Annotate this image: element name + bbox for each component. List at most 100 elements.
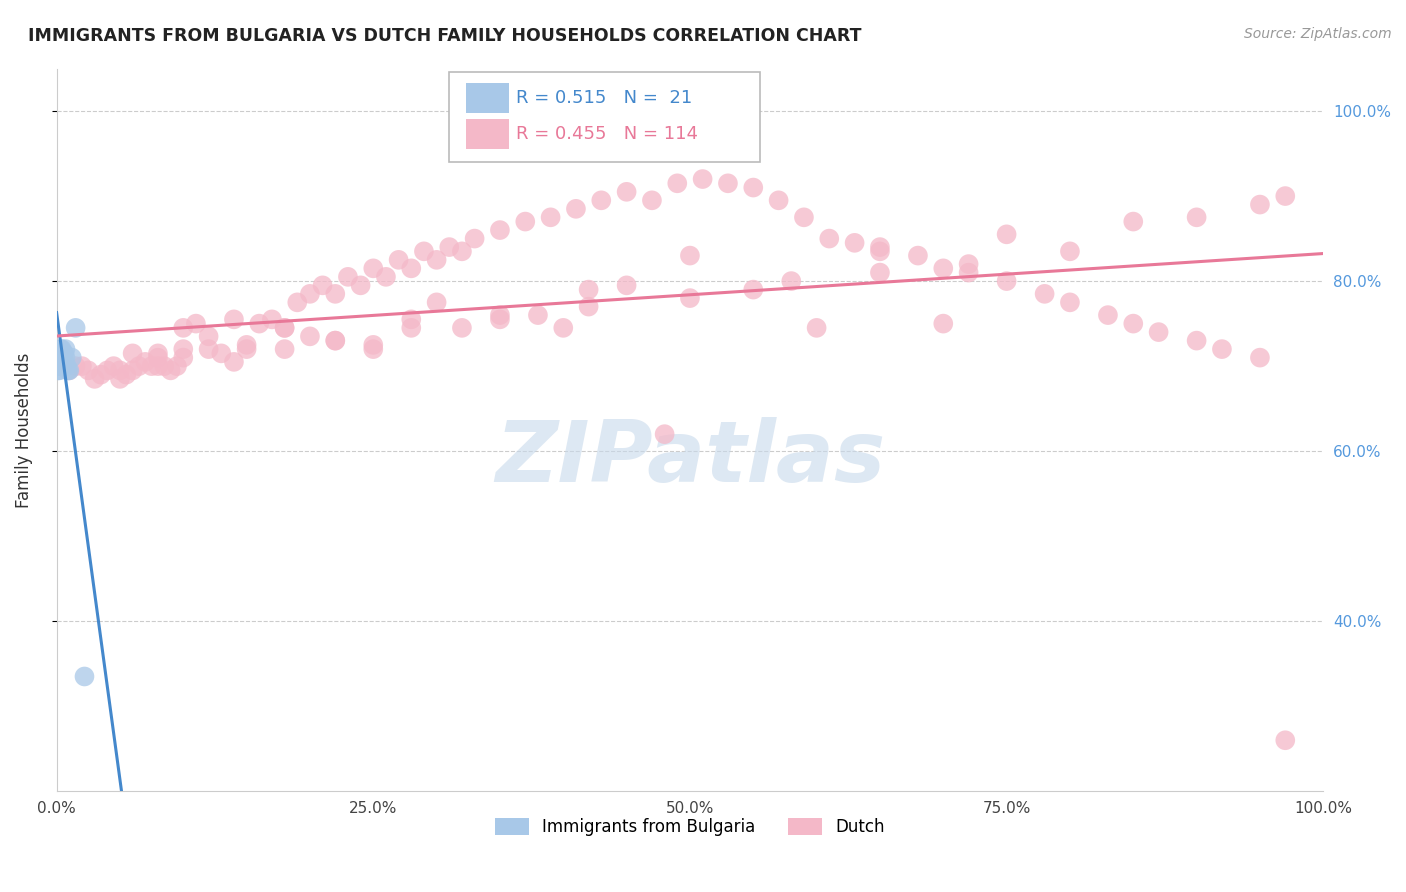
- Point: [51, 351, 73, 365]
- Point: [1211, 342, 1233, 356]
- Point: [146, 359, 169, 373]
- Point: [166, 359, 188, 373]
- Point: [53, 346, 76, 360]
- Point: [578, 300, 600, 314]
- Point: [65, 359, 87, 373]
- Text: Source: ZipAtlas.com: Source: ZipAtlas.com: [1244, 27, 1392, 41]
- Point: [115, 368, 138, 382]
- Point: [1097, 308, 1119, 322]
- Point: [1033, 286, 1056, 301]
- Point: [153, 359, 176, 373]
- Point: [957, 257, 980, 271]
- Point: [285, 295, 308, 310]
- Point: [52, 351, 75, 365]
- Point: [58, 363, 80, 377]
- Point: [159, 363, 181, 377]
- Point: [56, 363, 79, 377]
- Point: [401, 312, 423, 326]
- Point: [426, 252, 449, 267]
- Point: [553, 321, 575, 335]
- Point: [197, 342, 219, 356]
- Point: [1274, 733, 1296, 747]
- Text: R = 0.515   N =  21: R = 0.515 N = 21: [516, 89, 693, 107]
- Point: [222, 355, 245, 369]
- Point: [108, 372, 131, 386]
- Point: [52, 359, 75, 373]
- Point: [1059, 295, 1081, 310]
- Point: [1122, 214, 1144, 228]
- Text: IMMIGRANTS FROM BULGARIA VS DUTCH FAMILY HOUSEHOLDS CORRELATION CHART: IMMIGRANTS FROM BULGARIA VS DUTCH FAMILY…: [28, 27, 862, 45]
- Point: [1147, 325, 1170, 339]
- Point: [96, 363, 118, 377]
- Point: [995, 274, 1018, 288]
- Point: [55, 359, 77, 373]
- Point: [55, 342, 77, 356]
- Point: [273, 321, 295, 335]
- Point: [1185, 334, 1208, 348]
- Point: [65, 321, 87, 335]
- Point: [48, 351, 70, 365]
- Point: [49, 342, 72, 356]
- Point: [742, 283, 765, 297]
- Point: [323, 334, 346, 348]
- Point: [844, 235, 866, 250]
- Point: [172, 342, 194, 356]
- Point: [197, 329, 219, 343]
- Point: [361, 342, 384, 356]
- Text: ZIPatlas: ZIPatlas: [495, 417, 884, 500]
- Text: R = 0.455   N = 114: R = 0.455 N = 114: [516, 125, 699, 144]
- Point: [616, 185, 638, 199]
- Point: [995, 227, 1018, 242]
- Point: [1249, 197, 1271, 211]
- Point: [311, 278, 333, 293]
- Point: [717, 177, 740, 191]
- Point: [60, 351, 83, 365]
- Point: [1122, 317, 1144, 331]
- Point: [128, 359, 150, 373]
- Point: [1059, 244, 1081, 259]
- Point: [666, 177, 689, 191]
- Point: [172, 321, 194, 335]
- Point: [323, 286, 346, 301]
- Point: [349, 278, 371, 293]
- Point: [55, 351, 77, 365]
- Point: [134, 355, 156, 369]
- Point: [654, 427, 676, 442]
- Point: [1185, 211, 1208, 225]
- Point: [1274, 189, 1296, 203]
- Point: [51, 359, 73, 373]
- Point: [932, 317, 955, 331]
- Point: [48, 363, 70, 377]
- Point: [869, 244, 891, 259]
- Point: [641, 194, 664, 208]
- Point: [298, 286, 321, 301]
- Point: [578, 283, 600, 297]
- Point: [426, 295, 449, 310]
- Point: [692, 172, 714, 186]
- FancyBboxPatch shape: [465, 120, 509, 150]
- Point: [527, 308, 550, 322]
- Point: [361, 338, 384, 352]
- Point: [103, 359, 125, 373]
- Point: [90, 368, 112, 382]
- Point: [818, 231, 841, 245]
- Point: [121, 346, 143, 360]
- Point: [70, 359, 93, 373]
- FancyBboxPatch shape: [465, 83, 509, 113]
- Point: [121, 363, 143, 377]
- Point: [401, 321, 423, 335]
- Point: [374, 269, 396, 284]
- Point: [780, 274, 803, 288]
- Point: [235, 338, 257, 352]
- Point: [77, 363, 100, 377]
- Point: [273, 321, 295, 335]
- Point: [83, 372, 105, 386]
- Point: [58, 363, 80, 377]
- Point: [451, 244, 474, 259]
- Point: [413, 244, 436, 259]
- Point: [222, 312, 245, 326]
- Point: [49, 346, 72, 360]
- Point: [768, 194, 790, 208]
- Y-axis label: Family Households: Family Households: [15, 352, 32, 508]
- Point: [806, 321, 828, 335]
